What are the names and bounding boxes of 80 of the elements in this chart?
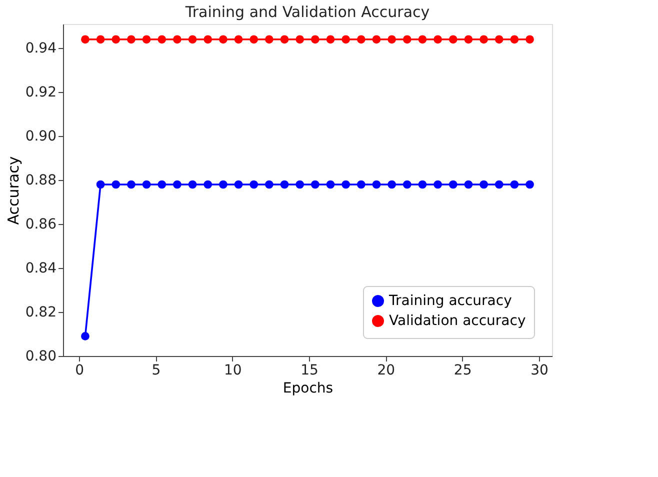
point: [264, 35, 274, 44]
chart-title: Training and Validation Accuracy: [184, 3, 430, 21]
point: [127, 35, 136, 44]
y-tick-label: 0.92: [25, 84, 56, 101]
point: [158, 180, 166, 189]
point: [526, 35, 534, 44]
x-tick-label: 15: [300, 362, 318, 378]
point: [448, 35, 458, 44]
legend-label: Validation accuracy: [389, 313, 526, 329]
point: [326, 35, 335, 44]
point: [480, 180, 488, 189]
y-tick-label: 0.80: [25, 348, 56, 364]
point: [204, 180, 212, 189]
x-tick-label: 30: [530, 362, 548, 378]
point: [173, 180, 182, 189]
point: [96, 35, 105, 44]
point: [372, 35, 381, 44]
x-tick-label: 20: [377, 362, 396, 378]
point: [296, 35, 304, 44]
point: [219, 180, 228, 189]
point: [418, 35, 427, 44]
point: [250, 180, 258, 189]
point: [188, 35, 197, 44]
point: [342, 35, 350, 44]
legend-label: Training accuracy: [388, 293, 512, 309]
x-tick-label: 25: [454, 362, 472, 378]
point: [219, 35, 228, 44]
point: [264, 180, 274, 189]
point: [448, 180, 458, 189]
point: [342, 180, 350, 189]
point: [81, 35, 90, 44]
point: [250, 35, 258, 44]
y-tick-label: 0.90: [25, 128, 56, 145]
y-tick-label: 0.86: [25, 216, 57, 233]
point: [464, 35, 473, 44]
point: [510, 180, 519, 189]
point: [372, 180, 381, 189]
point: [402, 35, 412, 44]
point: [494, 180, 504, 189]
point: [326, 180, 335, 189]
point: [434, 180, 442, 189]
point: [296, 180, 304, 189]
point: [526, 180, 534, 189]
point: [280, 180, 289, 189]
point: [480, 35, 488, 44]
point: [356, 35, 366, 44]
point: [402, 180, 412, 189]
point: [356, 180, 366, 189]
point: [464, 180, 473, 189]
point: [142, 35, 151, 44]
x-tick-label: 5: [152, 362, 161, 378]
point: [96, 180, 105, 189]
point: [112, 180, 120, 189]
y-tick-label: 0.84: [25, 260, 57, 277]
point: [188, 180, 197, 189]
point: [418, 180, 427, 189]
point: [310, 35, 320, 44]
point: [81, 332, 90, 340]
x-axis-title: Epochs: [282, 380, 334, 396]
point: [142, 180, 151, 189]
x-tick-label: 10: [224, 362, 242, 378]
y-tick-label: 0.94: [25, 40, 57, 57]
y-axis-title: Accuracy: [4, 156, 22, 225]
y-tick-label: 0.88: [25, 172, 56, 189]
point: [234, 35, 243, 44]
point: [158, 35, 166, 44]
point: [434, 35, 442, 44]
point: [112, 35, 120, 44]
point: [127, 180, 136, 189]
point: [310, 180, 320, 189]
point: [388, 180, 396, 189]
point: [204, 35, 212, 44]
point: [510, 35, 519, 44]
point: [280, 35, 289, 44]
point: [388, 35, 396, 44]
point: [494, 35, 504, 44]
x-tick-label: 0: [75, 362, 84, 378]
point: [234, 180, 243, 189]
point: [173, 35, 182, 44]
y-tick-label: 0.82: [25, 304, 56, 321]
